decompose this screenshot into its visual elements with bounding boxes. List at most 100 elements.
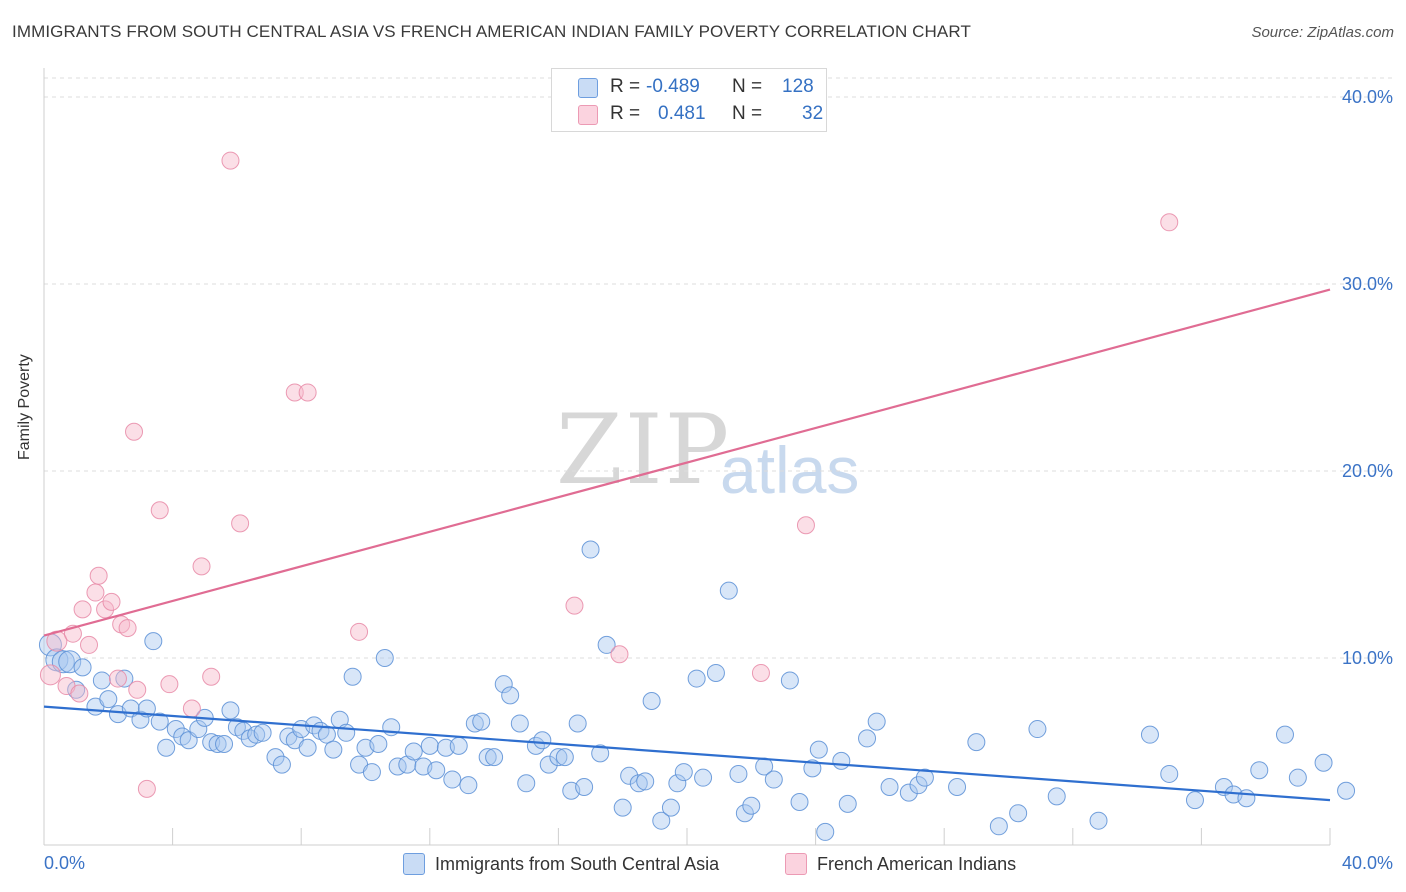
data-point-immigrants	[880, 778, 899, 797]
legend-n-value: 32	[802, 103, 824, 124]
x-tick-label-max: 40.0%	[1342, 853, 1393, 873]
data-point-french-american-indians	[89, 566, 108, 585]
data-point-french-american-indians	[565, 596, 584, 615]
data-point-immigrants	[1028, 720, 1047, 739]
data-point-immigrants	[157, 738, 176, 757]
data-point-immigrants	[298, 738, 317, 757]
data-point-immigrants	[478, 748, 497, 767]
data-point-immigrants	[501, 686, 520, 705]
data-point-french-american-indians	[125, 422, 144, 441]
data-point-french-american-indians	[108, 669, 127, 688]
data-point-immigrants	[517, 774, 536, 793]
data-point-immigrants	[867, 712, 886, 731]
data-point-french-american-indians	[231, 514, 250, 533]
watermark-atlas: atlas	[720, 433, 860, 507]
data-point-immigrants	[539, 755, 558, 774]
legend-r-label: R =	[610, 103, 641, 124]
y-tick-label: 20.0%	[1342, 461, 1393, 481]
data-point-immigrants	[398, 755, 417, 774]
data-point-immigrants	[144, 632, 163, 651]
data-point-french-american-indians	[96, 600, 115, 619]
data-point-immigrants	[838, 794, 857, 813]
data-point-immigrants	[620, 766, 639, 785]
data-point-immigrants	[324, 740, 343, 759]
legend-r-value: -0.489	[646, 76, 700, 97]
data-point-french-american-indians	[350, 622, 369, 641]
data-point-immigrants	[581, 540, 600, 559]
data-point-immigrants	[189, 720, 208, 739]
data-point-french-american-indians	[202, 667, 221, 686]
data-point-immigrants	[99, 690, 118, 709]
data-point-french-american-indians	[1160, 213, 1179, 232]
data-point-immigrants	[343, 667, 362, 686]
data-point-immigrants	[687, 669, 706, 688]
data-point-immigrants	[166, 720, 185, 739]
data-point-immigrants	[465, 714, 484, 733]
data-point-immigrants	[472, 712, 491, 731]
data-point-french-american-indians	[73, 600, 92, 619]
data-point-immigrants	[780, 671, 799, 690]
correlation-legend: R = -0.489 N = 128 R = 0.481 N = 32	[551, 68, 827, 132]
data-point-immigrants	[764, 770, 783, 789]
data-point-immigrants	[215, 735, 234, 754]
data-point-french-american-indians	[751, 663, 770, 682]
data-point-immigrants	[909, 776, 928, 795]
data-point-french-american-indians	[80, 635, 99, 654]
data-point-french-american-indians	[39, 664, 61, 686]
data-point-immigrants	[719, 581, 738, 600]
data-point-immigrants	[636, 772, 655, 791]
data-point-immigrants	[337, 723, 356, 742]
data-point-immigrants	[729, 764, 748, 783]
data-point-immigrants	[591, 744, 610, 763]
data-point-immigrants	[555, 748, 574, 767]
data-point-immigrants	[661, 798, 680, 817]
data-point-immigrants	[575, 778, 594, 797]
data-point-immigrants	[1089, 811, 1108, 830]
data-point-immigrants	[613, 798, 632, 817]
data-point-immigrants	[73, 658, 92, 677]
data-point-immigrants	[247, 725, 266, 744]
trend-line-immigrants	[43, 705, 1331, 802]
data-point-immigrants	[1288, 768, 1307, 787]
y-tick-label: 40.0%	[1342, 87, 1393, 107]
data-point-immigrants	[816, 822, 835, 841]
legend-swatch-blue	[578, 78, 598, 98]
data-point-immigrants	[1337, 781, 1356, 800]
y-tick-label: 30.0%	[1342, 274, 1393, 294]
data-point-immigrants	[1009, 804, 1028, 823]
data-point-immigrants	[510, 714, 529, 733]
data-point-immigrants	[51, 650, 75, 674]
data-point-immigrants	[1160, 764, 1179, 783]
data-point-immigrants	[803, 759, 822, 778]
data-point-immigrants	[629, 774, 648, 793]
data-point-immigrants	[1250, 761, 1269, 780]
data-point-immigrants	[549, 748, 568, 767]
data-point-immigrants	[668, 774, 687, 793]
data-point-immigrants	[427, 761, 446, 780]
data-point-immigrants	[443, 770, 462, 789]
legend-item-french-american-indians: French American Indians	[785, 852, 1016, 876]
data-point-immigrants	[642, 692, 661, 711]
data-point-french-american-indians	[285, 383, 304, 402]
data-point-immigrants	[1237, 789, 1256, 808]
chart-title: IMMIGRANTS FROM SOUTH CENTRAL ASIA VS FR…	[12, 22, 971, 41]
data-point-immigrants	[790, 792, 809, 811]
legend-n-value: 128	[782, 76, 814, 97]
legend-item-immigrants: Immigrants from South Central Asia	[403, 852, 719, 876]
data-point-immigrants	[485, 748, 504, 767]
data-point-french-american-indians	[102, 592, 121, 611]
data-point-immigrants	[899, 783, 918, 802]
y-tick-label: 10.0%	[1342, 648, 1393, 668]
data-point-immigrants	[742, 796, 761, 815]
legend-label-french-american-indians: French American Indians	[817, 853, 1017, 874]
data-point-french-american-indians	[610, 645, 629, 664]
x-tick-label-min: 0.0%	[44, 853, 85, 873]
data-point-immigrants	[735, 804, 754, 823]
data-point-immigrants	[652, 811, 671, 830]
data-point-immigrants	[1047, 787, 1066, 806]
data-point-immigrants	[1275, 725, 1294, 744]
data-point-immigrants	[948, 778, 967, 797]
data-point-immigrants	[375, 649, 394, 667]
data-point-immigrants	[131, 710, 150, 729]
